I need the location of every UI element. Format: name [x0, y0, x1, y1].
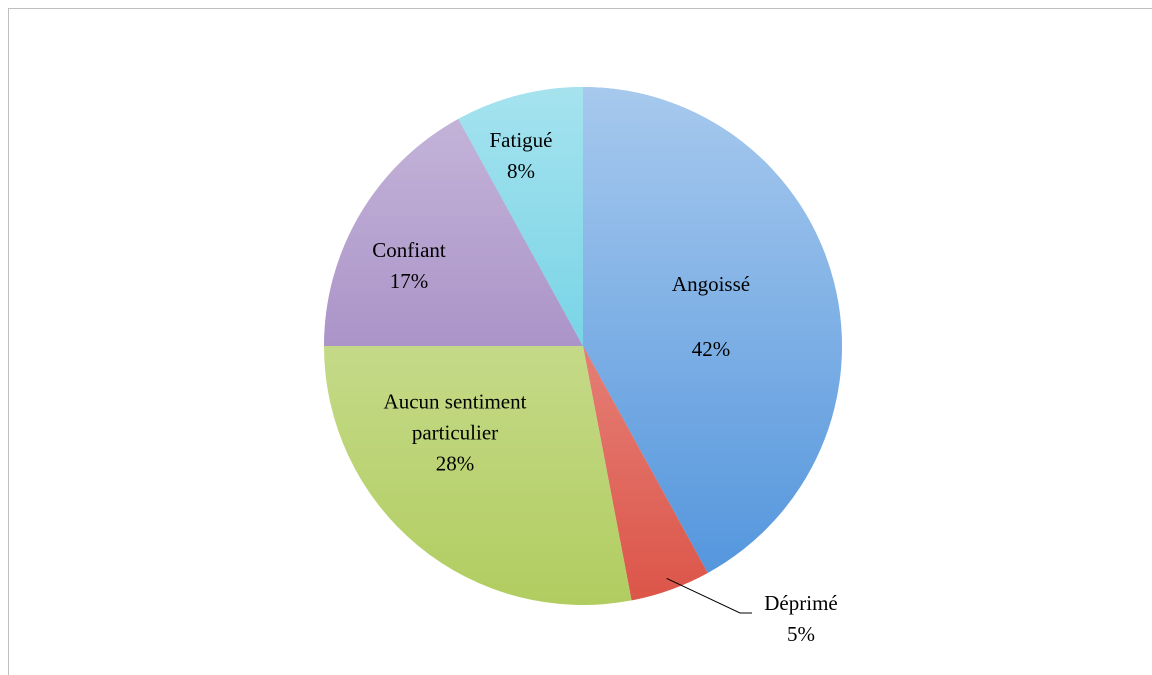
slice-label: Fatigué 8% [416, 125, 626, 187]
value-label: 8% [507, 159, 535, 183]
category-label: Angoissé [671, 272, 751, 296]
leader-line [666, 577, 752, 614]
slice-label: Angoissé 42% [606, 269, 816, 365]
value-label: 28% [435, 451, 475, 476]
slice-label: Déprimé 5% [696, 588, 906, 650]
category-label: Déprimé [764, 591, 838, 615]
slice-label: Aucun sentiment particulier 28% [350, 387, 560, 480]
category-label: Confiant [372, 238, 446, 262]
chart-frame [8, 8, 1152, 675]
value-label: 17% [389, 269, 429, 293]
slice-label: Confiant 17% [304, 235, 514, 297]
value-label: 5% [787, 622, 815, 646]
category-label: Fatigué [489, 128, 553, 152]
value-label: 42% [691, 337, 731, 361]
category-label: Aucun sentiment particulier [383, 389, 527, 445]
